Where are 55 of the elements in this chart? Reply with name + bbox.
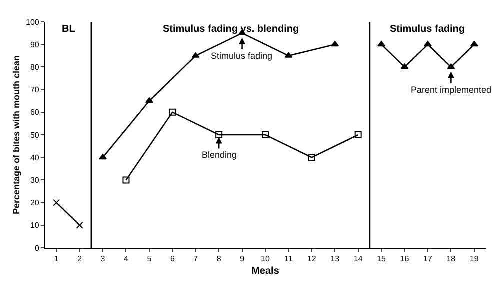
annotation: Stimulus fading (390, 24, 465, 35)
annotation: BL (62, 24, 76, 35)
x-tick-label: 5 (147, 254, 152, 264)
x-tick-label: 4 (124, 254, 130, 264)
y-tick-label: 90 (30, 40, 40, 50)
point (284, 52, 293, 58)
x-tick-label: 19 (470, 254, 480, 264)
y-tick-label: 100 (26, 18, 40, 27)
x-tick-label: 10 (261, 254, 270, 264)
point (145, 98, 154, 104)
point (216, 132, 223, 138)
y-tick-label: 10 (30, 221, 40, 230)
y-tick-label: 50 (30, 130, 40, 140)
x-axis-title: Meals (252, 266, 280, 278)
x-tick-label: 9 (240, 254, 246, 264)
point (378, 41, 386, 47)
point (308, 154, 316, 162)
x-tick-label: 18 (446, 254, 456, 264)
point (447, 64, 456, 70)
x-tick-label: 6 (170, 254, 176, 264)
x-tick-label: 2 (78, 254, 83, 264)
x-tick-label: 1 (54, 254, 60, 264)
point (169, 108, 176, 116)
x-tick-label: 7 (194, 254, 199, 264)
annotation: Stimulus fading (211, 51, 273, 61)
y-tick-label: 20 (30, 198, 40, 208)
point (354, 132, 362, 138)
point (400, 64, 409, 70)
y-tick-label: 80 (30, 63, 40, 72)
x-tick-label: 3 (100, 254, 106, 264)
point (76, 222, 84, 229)
x-tick-label: 14 (354, 254, 364, 264)
annotation: Parent implemented (411, 85, 492, 95)
x-tick-label: 8 (216, 254, 222, 264)
y-tick-label: 60 (30, 108, 40, 118)
x-tick-label: 12 (307, 254, 317, 264)
x-tick-label: 11 (284, 254, 294, 264)
point (99, 154, 107, 160)
y-axis-title: Percentage of bites with mouth clean (11, 55, 22, 215)
x-tick-label: 13 (330, 254, 340, 264)
point (122, 176, 130, 184)
y-tick-label: 30 (30, 176, 40, 185)
x-tick-label: 15 (377, 254, 387, 264)
x-tick-label: 16 (400, 254, 410, 264)
point (331, 41, 340, 47)
point (53, 199, 60, 206)
y-tick-label: 40 (30, 153, 40, 162)
y-tick-label: 70 (30, 86, 40, 95)
point (424, 41, 432, 47)
x-tick-label: 17 (424, 254, 433, 264)
point (262, 132, 269, 138)
point (470, 41, 478, 47)
point (192, 52, 200, 58)
annotation: Blending (202, 150, 238, 160)
y-tick-label: 0 (34, 244, 40, 253)
